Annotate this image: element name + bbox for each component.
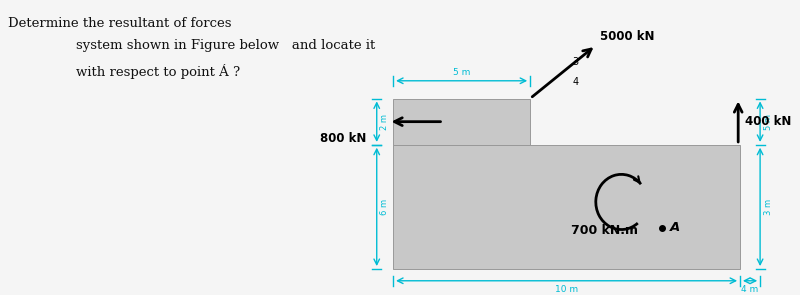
- Text: 3 m: 3 m: [764, 199, 773, 215]
- Text: 4 m: 4 m: [742, 285, 758, 294]
- Text: 4: 4: [572, 77, 578, 87]
- Text: 6 m: 6 m: [380, 199, 390, 215]
- Text: 5000 kN: 5000 kN: [600, 30, 655, 43]
- Bar: [393, 99, 530, 145]
- Text: 10 m: 10 m: [555, 285, 578, 294]
- Text: A: A: [670, 221, 680, 234]
- Bar: [393, 145, 740, 269]
- Text: 3: 3: [572, 57, 578, 67]
- Text: 5 m: 5 m: [764, 114, 773, 130]
- Text: 800 kN: 800 kN: [320, 132, 366, 145]
- Text: system shown in Figure below   and locate it: system shown in Figure below and locate …: [75, 40, 374, 53]
- Text: 2 m: 2 m: [380, 114, 390, 130]
- Text: 400 kN: 400 kN: [746, 115, 792, 128]
- Text: Determine the resultant of forces: Determine the resultant of forces: [7, 17, 231, 30]
- Text: with respect to point Á ?: with respect to point Á ?: [75, 64, 240, 79]
- Text: 700 kN.m: 700 kN.m: [571, 224, 638, 237]
- Text: 5 m: 5 m: [453, 68, 470, 77]
